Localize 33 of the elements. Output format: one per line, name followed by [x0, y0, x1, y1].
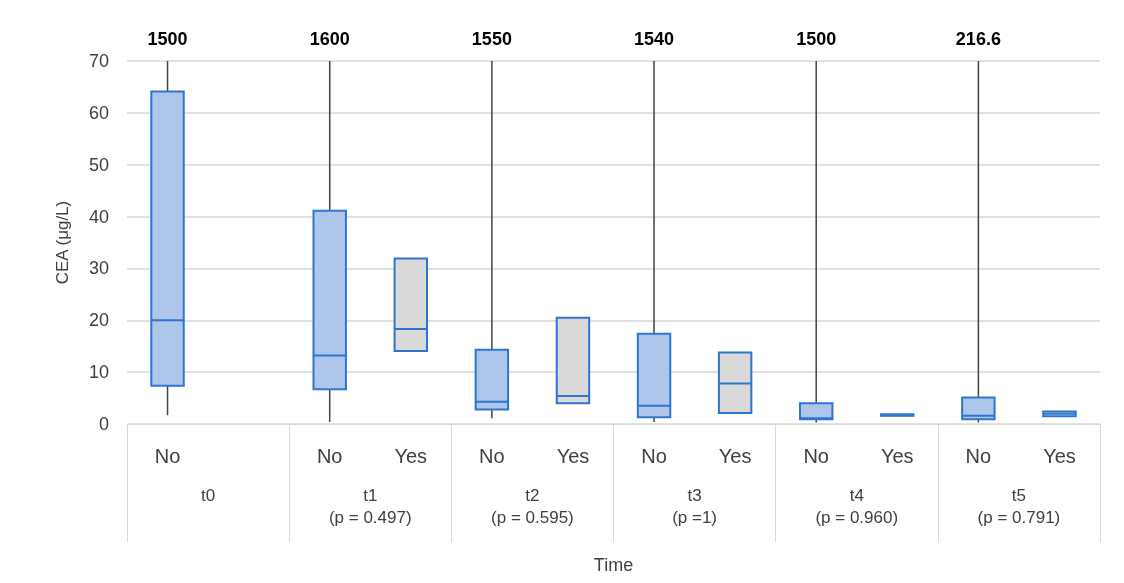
x-axis-title: Time: [593, 555, 634, 575]
text: 1540: [634, 29, 675, 49]
x-tick-label: t0: [200, 485, 216, 505]
x-tick-label: t3 (p =1): [672, 485, 718, 527]
x-tick-label: t1 (p = 0.497): [328, 485, 412, 527]
text: Yes: [394, 445, 428, 467]
text: 1500: [147, 29, 188, 49]
x-tick-label: t2 (p = 0.595): [491, 485, 574, 527]
y-tick-label: 60: [88, 102, 109, 123]
text: Yes: [718, 445, 752, 467]
text: 1500: [796, 29, 837, 49]
x-tick-label: t4 (p = 0.960): [815, 485, 899, 527]
text: No: [965, 445, 992, 467]
text: 1550: [471, 29, 512, 49]
y-tick-label: 20: [88, 310, 109, 331]
x-tick-label: t5 (p = 0.791): [977, 485, 1061, 527]
series-label: No: [803, 445, 829, 467]
y-tick-label: 10: [88, 362, 109, 383]
y-axis-title: CEA (μg/L): [53, 200, 72, 285]
text: No: [154, 445, 181, 467]
text: No: [479, 445, 505, 467]
y-tick-label: 50: [88, 154, 109, 175]
y-tick-label: 30: [88, 258, 109, 279]
text: No: [316, 445, 343, 467]
series-label: Yes: [1043, 445, 1076, 467]
text: Yes: [880, 445, 914, 467]
y-tick-label: 40: [88, 206, 109, 227]
y-tick-label: 0: [98, 414, 109, 434]
text: 1600: [309, 29, 350, 49]
text: 216.6: [955, 29, 1001, 49]
y-tick-label: 70: [88, 51, 109, 71]
text: No: [641, 445, 667, 467]
text: Yes: [556, 445, 590, 467]
